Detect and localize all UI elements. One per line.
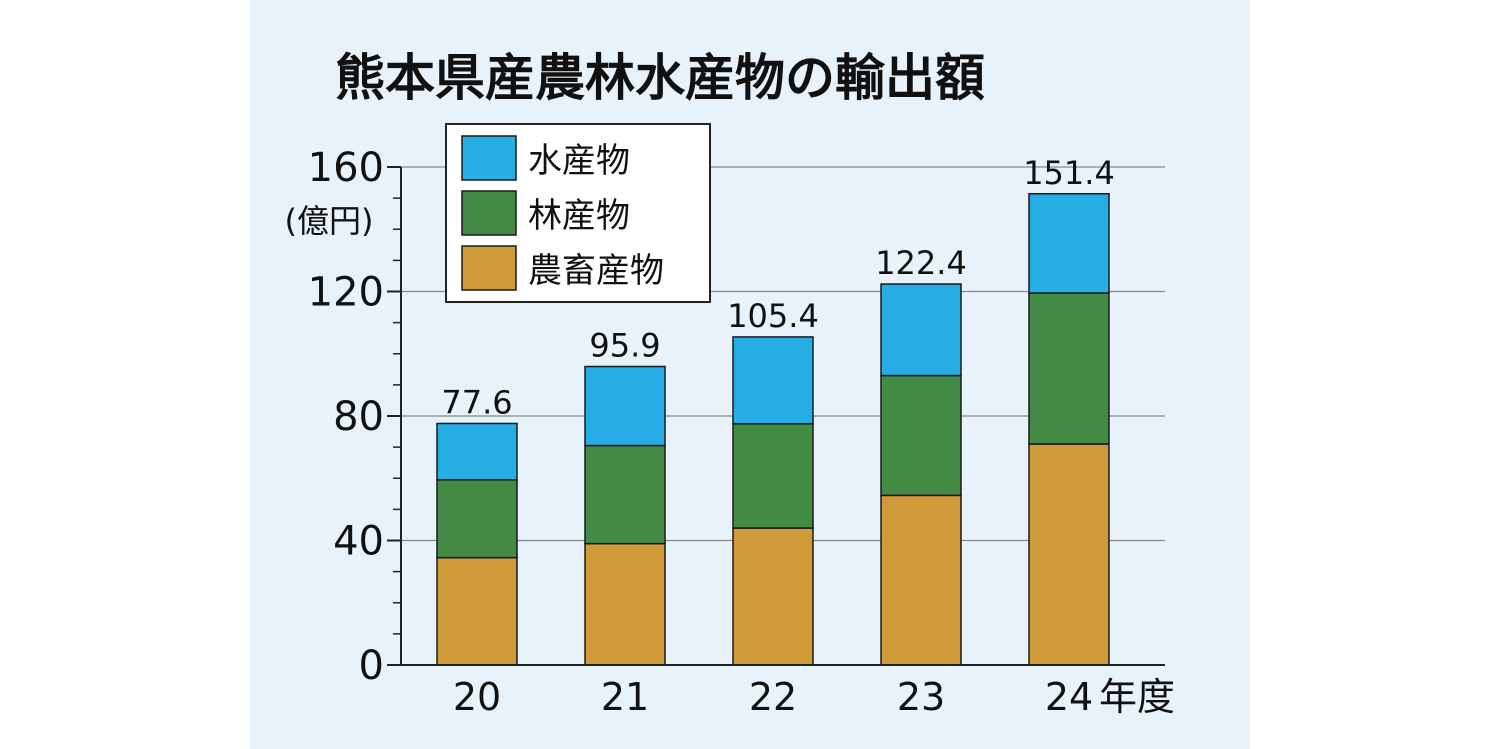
bar-segment <box>436 422 518 481</box>
bar-segment <box>732 527 814 666</box>
bar-total-label: 151.4 <box>1023 154 1115 192</box>
labels-layer: 0 40 80 120 160 77.6 20 95.9 21 105.4 22 122.4 23 151… <box>308 145 1175 719</box>
bar-segment <box>732 423 814 529</box>
bar-segment <box>880 494 962 666</box>
bar-total-label: 95.9 <box>589 327 660 365</box>
axis-layer <box>387 166 1165 666</box>
bar-total-label: 77.6 <box>441 383 512 421</box>
bar-segment <box>584 365 666 447</box>
legend-label: 農畜産物 <box>528 251 664 291</box>
x-tick-label: 24 <box>1045 675 1093 719</box>
bar-segment <box>1028 292 1110 445</box>
bar-total-label: 105.4 <box>727 297 819 335</box>
x-tick-label: 21 <box>601 675 649 719</box>
bar-segment <box>436 479 518 559</box>
chart: 熊本県産農林水産物の輸出額 0 40 80 120 160 77.6 20 95.9 21 105… <box>285 49 1176 719</box>
x-axis-unit-label: 年度 <box>1099 675 1175 719</box>
chart-panel: 熊本県産農林水産物の輸出額 0 40 80 120 160 77.6 20 95.9 21 105… <box>250 0 1250 749</box>
legend-label: 林産物 <box>528 196 630 236</box>
bar-segment <box>880 374 962 497</box>
x-tick-label: 22 <box>749 675 797 719</box>
bar-segment <box>880 283 962 377</box>
legend-swatch <box>461 245 517 291</box>
chart-title: 熊本県産農林水産物の輸出額 <box>335 49 985 107</box>
bar-segment <box>436 556 518 666</box>
y-tick-label: 80 <box>333 394 384 440</box>
bar-segment <box>1028 193 1110 294</box>
bar-total-label: 122.4 <box>875 244 967 282</box>
bar-segment <box>732 336 814 425</box>
bar-segment <box>1028 443 1110 666</box>
bar-segment <box>584 444 666 545</box>
y-tick-label: 0 <box>359 643 384 689</box>
y-tick-label: 120 <box>308 270 384 316</box>
x-tick-label: 20 <box>453 675 501 719</box>
bar-segment <box>584 542 666 666</box>
x-tick-label: 23 <box>897 675 945 719</box>
y-tick-label: 40 <box>333 519 384 565</box>
y-axis-unit-label: (億円) <box>285 202 374 240</box>
legend-swatch <box>461 135 517 181</box>
legend-swatch <box>461 190 517 236</box>
legend-label: 水産物 <box>528 141 630 181</box>
y-tick-label: 160 <box>308 145 384 191</box>
bars-layer <box>436 193 1110 666</box>
